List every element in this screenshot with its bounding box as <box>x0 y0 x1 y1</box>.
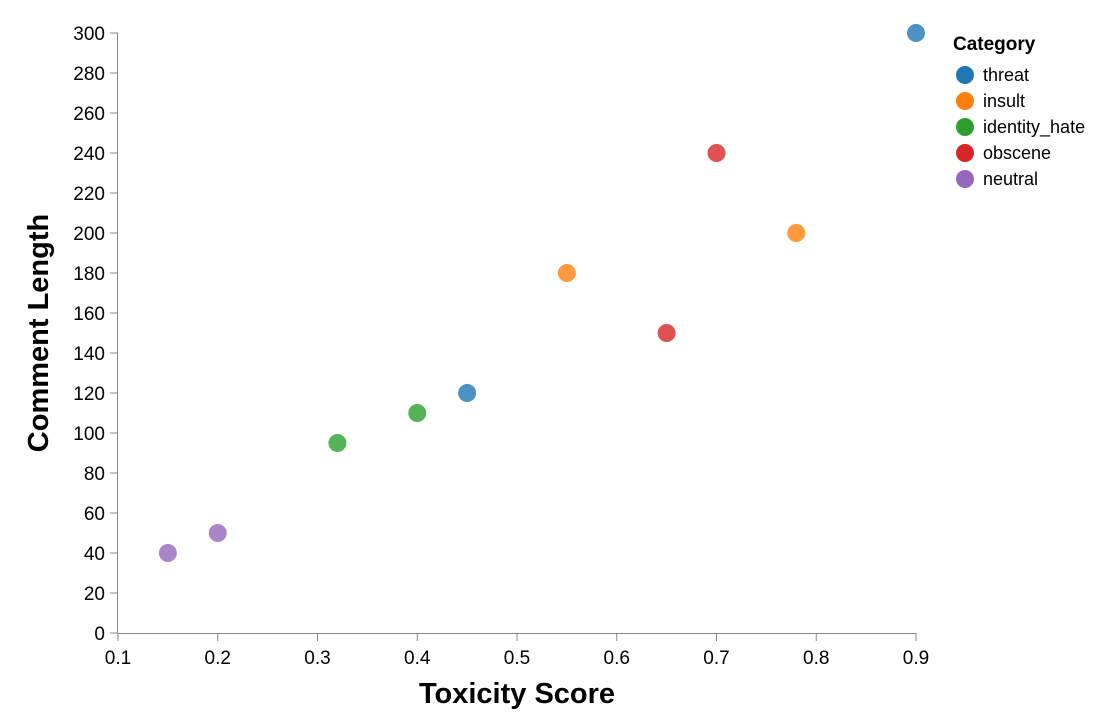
x-axis-title: Toxicity Score <box>419 678 615 710</box>
y-tick-label: 180 <box>73 264 105 285</box>
x-tick-label: 0.9 <box>903 648 929 669</box>
y-tick-label: 60 <box>84 504 105 525</box>
y-tick-label: 240 <box>73 144 105 165</box>
data-point-threat <box>458 384 477 402</box>
y-tick-label: 20 <box>84 584 105 605</box>
legend-swatch <box>956 118 974 136</box>
data-point-insult <box>557 264 576 282</box>
legend-item-identity_hate: identity_hate <box>956 117 1085 138</box>
x-tick-label: 0.8 <box>803 648 829 669</box>
data-points <box>158 24 925 562</box>
legend-item-threat: threat <box>956 65 1029 85</box>
y-tick-label: 100 <box>73 424 105 445</box>
data-point-identity_hate <box>408 404 427 422</box>
legend-title: Category <box>953 34 1036 55</box>
data-point-insult <box>787 224 806 242</box>
data-point-neutral <box>208 524 227 542</box>
y-axis-title: Comment Length <box>23 214 55 452</box>
legend-swatch <box>956 66 974 84</box>
data-point-threat <box>907 24 925 42</box>
y-tick-label: 160 <box>73 304 105 325</box>
legend-item-obscene: obscene <box>956 143 1051 163</box>
y-tick-label: 0 <box>94 624 105 645</box>
y-tick-label: 260 <box>73 104 105 125</box>
data-point-obscene <box>707 144 726 162</box>
y-tick-label: 220 <box>73 184 105 205</box>
y-tick-label: 140 <box>73 344 105 365</box>
legend-label: identity_hate <box>983 117 1085 138</box>
y-tick-label: 280 <box>73 64 105 85</box>
x-tick-label: 0.7 <box>703 648 729 669</box>
legend-label: obscene <box>983 143 1051 163</box>
legend-swatch <box>956 170 974 188</box>
legend-label: threat <box>983 65 1029 85</box>
legend-swatch <box>956 144 974 162</box>
plot-area: 0.1 0.2 0.3 0.4 0.5 0.6 0.7 0.8 0.9 0 20 40 60 80 100… <box>73 24 929 669</box>
data-point-obscene <box>657 324 676 342</box>
legend-item-neutral: neutral <box>956 169 1038 189</box>
x-tick-label: 0.1 <box>105 648 131 669</box>
legend-label: insult <box>983 91 1025 111</box>
x-tick-label: 0.4 <box>404 648 431 669</box>
x-tick-label: 0.3 <box>304 648 330 669</box>
legend-swatch <box>956 92 974 110</box>
x-axis-ticks: 0.1 0.2 0.3 0.4 0.5 0.6 0.7 0.8 0.9 <box>105 633 929 669</box>
y-tick-label: 40 <box>84 544 105 565</box>
x-tick-label: 0.2 <box>205 648 231 669</box>
y-tick-label: 80 <box>84 464 105 485</box>
x-tick-label: 0.6 <box>604 648 630 669</box>
data-point-neutral <box>158 544 177 562</box>
legend-label: neutral <box>983 169 1038 189</box>
y-tick-label: 200 <box>73 224 105 245</box>
legend: Category threat insult identity_hateobscen… <box>953 34 1085 189</box>
y-tick-label: 120 <box>73 384 105 405</box>
legend-item-insult: insult <box>956 91 1025 111</box>
data-point-identity_hate <box>328 434 347 452</box>
x-tick-label: 0.5 <box>504 648 530 669</box>
y-tick-label: 300 <box>73 24 105 45</box>
y-axis-ticks: 0 20 40 60 80 100 120 140 160 180 200 220 240 260 280 3… <box>73 24 118 645</box>
